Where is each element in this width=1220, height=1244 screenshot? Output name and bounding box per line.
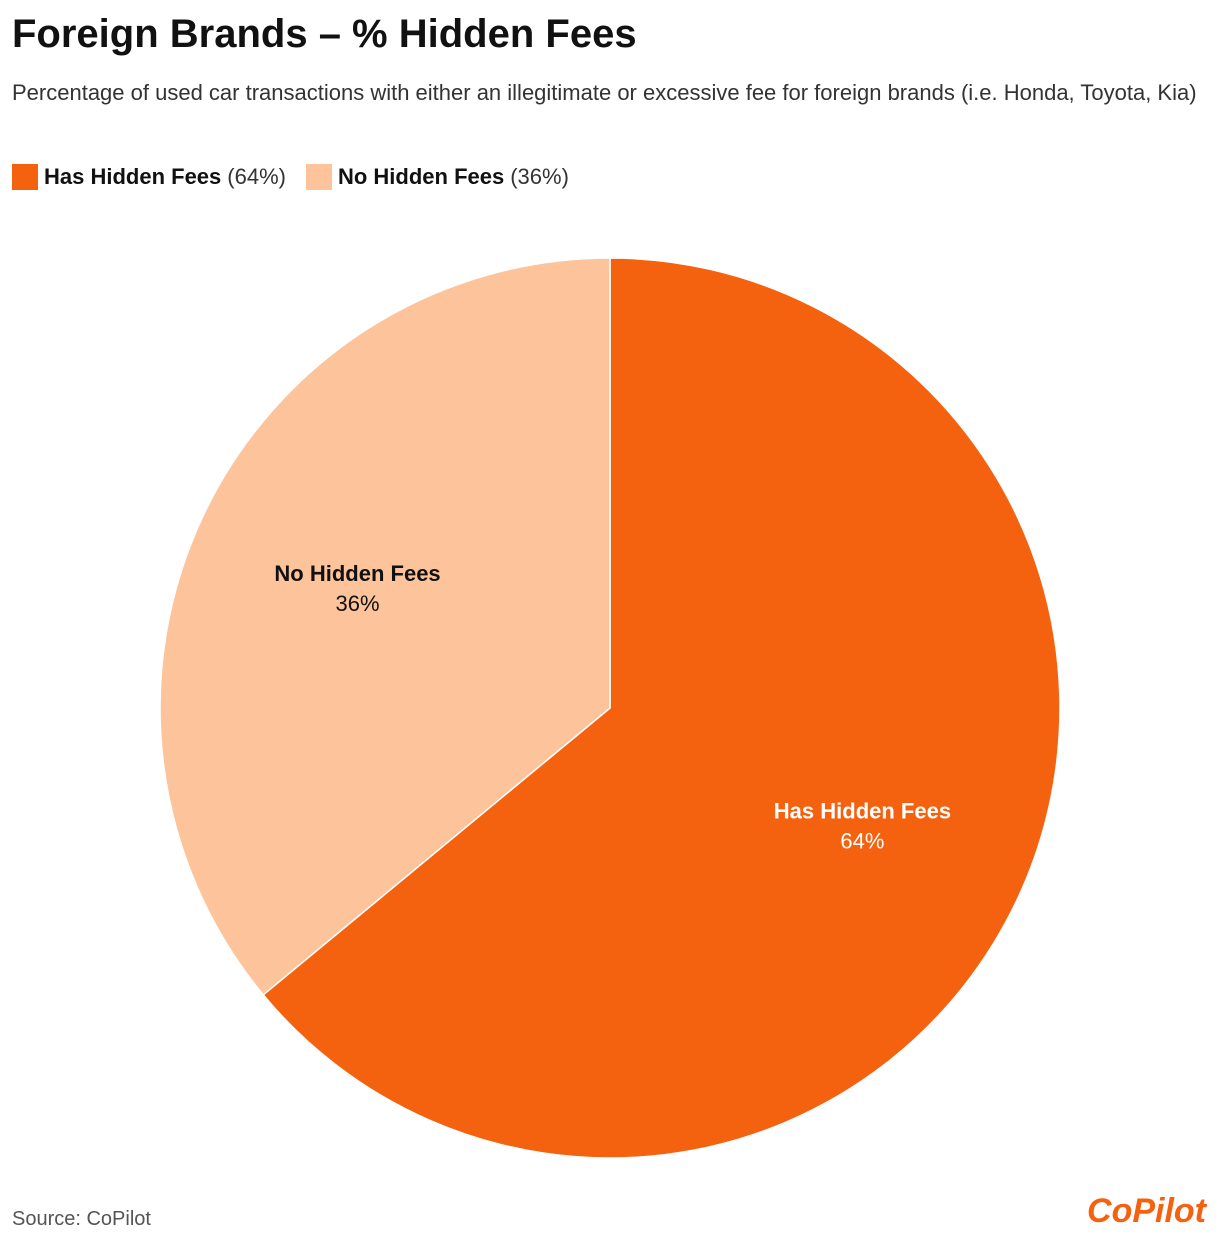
pie-slice [262,257,1061,1159]
legend-value: (36%) [510,164,569,189]
legend-item: Has Hidden Fees (64%) [12,164,286,190]
chart-title: Foreign Brands – % Hidden Fees [12,12,637,56]
legend-value: (64%) [227,164,286,189]
pie-slice [159,257,611,996]
slice-label: Has Hidden Fees [774,799,951,824]
legend-swatch [305,164,332,190]
source: Source: CoPilot [12,1208,151,1230]
legend-swatch [12,164,38,190]
legend-item: No Hidden Fees (36%) [305,164,569,190]
slice-label: No Hidden Fees [274,561,440,586]
chart-subtitle: Percentage of used car transactions with… [12,80,1197,105]
chart: Has Hidden Fees 64% No Hidden Fees 36% [159,257,1061,1159]
legend: Has Hidden Fees (64%) No Hidden Fees (36%) [12,164,569,190]
legend-label: Has Hidden Fees [44,164,222,189]
logo: CoPilot [1087,1192,1206,1230]
slice-value-label: 64% [840,829,884,854]
legend-label: No Hidden Fees [337,164,505,189]
slice-value-label: 36% [336,591,380,616]
